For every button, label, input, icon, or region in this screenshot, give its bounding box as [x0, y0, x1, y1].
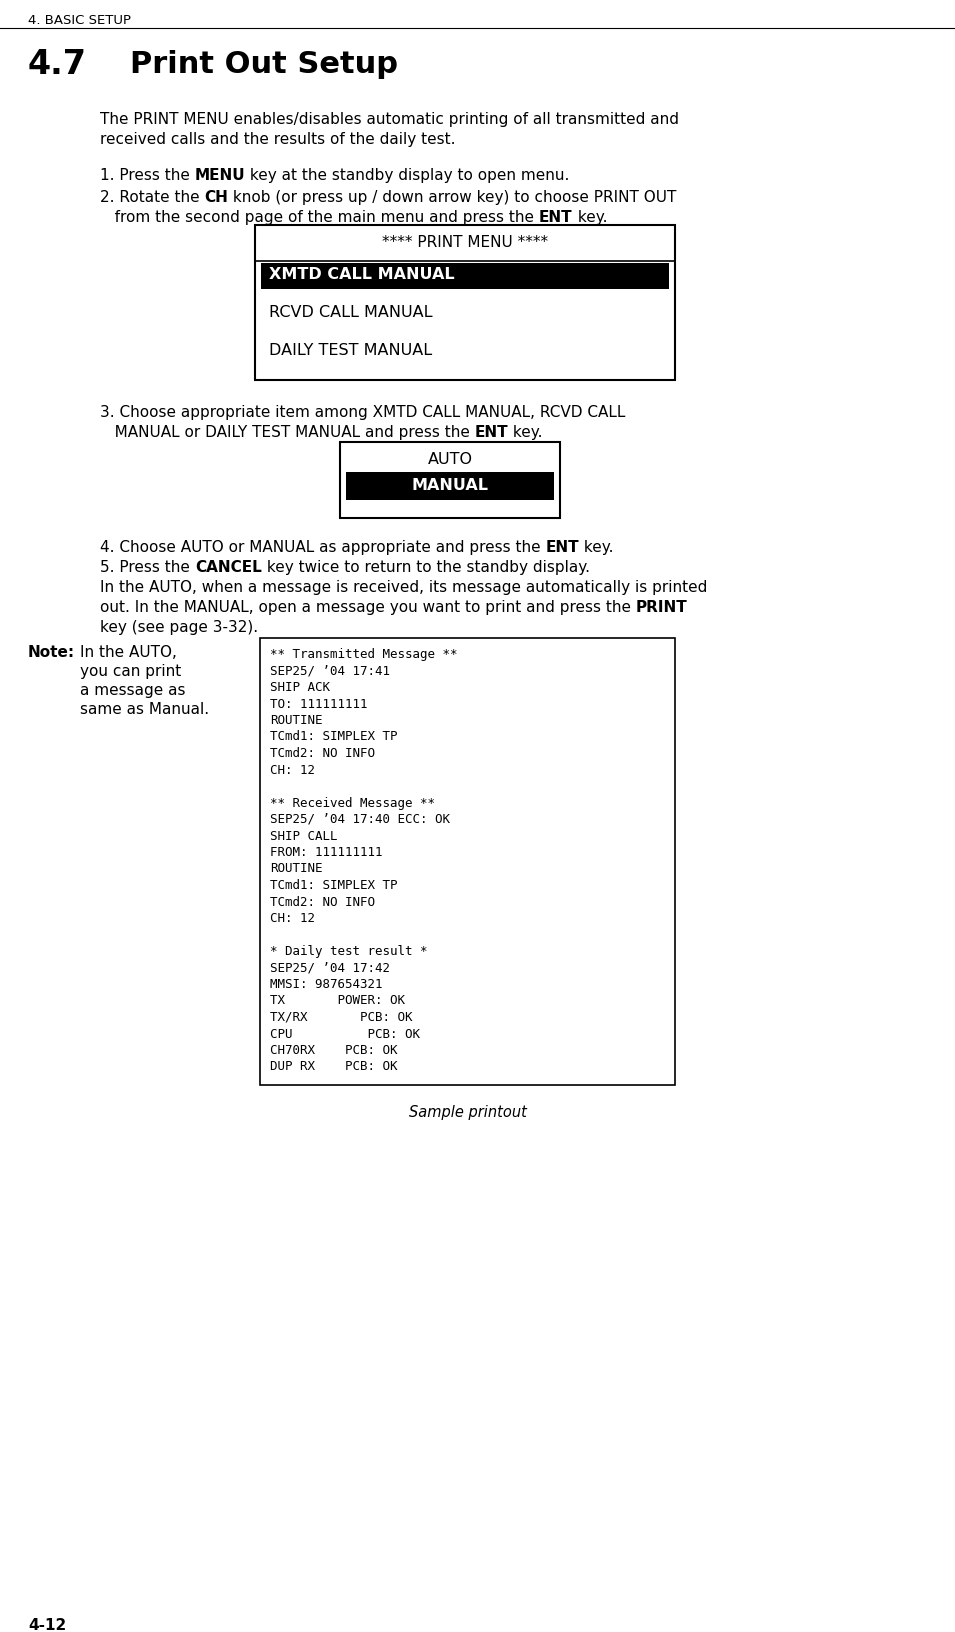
Bar — [340, 442, 560, 517]
Text: RCVD CALL MANUAL: RCVD CALL MANUAL — [269, 305, 433, 320]
Text: MMSI: 987654321: MMSI: 987654321 — [270, 978, 383, 991]
Text: CH: 12: CH: 12 — [270, 764, 315, 777]
Text: FROM: 111111111: FROM: 111111111 — [270, 845, 383, 858]
Text: ** Transmitted Message **: ** Transmitted Message ** — [270, 648, 457, 661]
Text: TCmd1: SIMPLEX TP: TCmd1: SIMPLEX TP — [270, 731, 397, 744]
Text: ROUTINE: ROUTINE — [270, 715, 323, 726]
Text: key (see page 3-32).: key (see page 3-32). — [100, 620, 258, 635]
Text: Print Out Setup: Print Out Setup — [130, 51, 398, 78]
Text: key at the standby display to open menu.: key at the standby display to open menu. — [245, 168, 570, 183]
Text: MENU: MENU — [195, 168, 245, 183]
Text: * Daily test result *: * Daily test result * — [270, 945, 428, 958]
Text: 5. Press the: 5. Press the — [100, 560, 195, 574]
Text: TCmd1: SIMPLEX TP: TCmd1: SIMPLEX TP — [270, 880, 397, 893]
Text: SEP25/ ’04 17:42: SEP25/ ’04 17:42 — [270, 961, 390, 974]
Text: TCmd2: NO INFO: TCmd2: NO INFO — [270, 747, 375, 761]
Text: key.: key. — [572, 211, 607, 225]
Text: The PRINT MENU enables/disables automatic printing of all transmitted and: The PRINT MENU enables/disables automati… — [100, 113, 679, 127]
Text: SEP25/ ’04 17:40 ECC: OK: SEP25/ ’04 17:40 ECC: OK — [270, 813, 450, 826]
Text: 3. Choose appropriate item among XMTD CALL MANUAL, RCVD CALL: 3. Choose appropriate item among XMTD CA… — [100, 405, 626, 419]
Text: AUTO: AUTO — [428, 452, 473, 467]
Text: TX/RX       PCB: OK: TX/RX PCB: OK — [270, 1010, 413, 1023]
Text: TCmd2: NO INFO: TCmd2: NO INFO — [270, 896, 375, 909]
Bar — [261, 263, 669, 289]
Text: 1. Press the: 1. Press the — [100, 168, 195, 183]
Text: CPU          PCB: OK: CPU PCB: OK — [270, 1028, 420, 1041]
Text: key twice to return to the standby display.: key twice to return to the standby displ… — [262, 560, 589, 574]
Text: In the AUTO, when a message is received, its message automatically is printed: In the AUTO, when a message is received,… — [100, 579, 708, 596]
Text: CH: CH — [204, 189, 228, 206]
Text: key.: key. — [579, 540, 614, 555]
Text: SHIP ACK: SHIP ACK — [270, 681, 330, 694]
Text: ENT: ENT — [475, 424, 508, 441]
Text: XMTD CALL MANUAL: XMTD CALL MANUAL — [269, 268, 455, 282]
Text: a message as: a message as — [80, 684, 185, 698]
Text: Sample printout: Sample printout — [409, 1105, 526, 1120]
Text: ROUTINE: ROUTINE — [270, 862, 323, 875]
Text: 4-12: 4-12 — [28, 1617, 66, 1632]
Text: CANCEL: CANCEL — [195, 560, 262, 574]
Text: DUP RX    PCB: OK: DUP RX PCB: OK — [270, 1061, 397, 1074]
Text: you can print: you can print — [80, 664, 181, 679]
Text: DAILY TEST MANUAL: DAILY TEST MANUAL — [269, 343, 432, 357]
Text: 4. BASIC SETUP: 4. BASIC SETUP — [28, 15, 131, 28]
Text: key.: key. — [508, 424, 542, 441]
Text: 4. Choose AUTO or MANUAL as appropriate and press the: 4. Choose AUTO or MANUAL as appropriate … — [100, 540, 545, 555]
Text: MANUAL: MANUAL — [412, 478, 489, 493]
Text: from the second page of the main menu and press the: from the second page of the main menu an… — [100, 211, 539, 225]
Bar — [260, 638, 675, 1085]
Text: Note:: Note: — [28, 645, 75, 659]
Text: In the AUTO,: In the AUTO, — [80, 645, 177, 659]
Text: SHIP CALL: SHIP CALL — [270, 829, 337, 842]
Text: out. In the MANUAL, open a message you want to print and press the: out. In the MANUAL, open a message you w… — [100, 601, 636, 615]
Text: TO: 111111111: TO: 111111111 — [270, 697, 368, 710]
Text: ENT: ENT — [545, 540, 579, 555]
Text: SEP25/ ’04 17:41: SEP25/ ’04 17:41 — [270, 664, 390, 677]
Text: ENT: ENT — [539, 211, 572, 225]
Text: 2. Rotate the: 2. Rotate the — [100, 189, 204, 206]
Text: ** Received Message **: ** Received Message ** — [270, 796, 435, 809]
Text: MANUAL or DAILY TEST MANUAL and press the: MANUAL or DAILY TEST MANUAL and press th… — [100, 424, 475, 441]
Bar — [346, 472, 554, 499]
Text: received calls and the results of the daily test.: received calls and the results of the da… — [100, 132, 456, 147]
Text: PRINT: PRINT — [636, 601, 688, 615]
Text: CH70RX    PCB: OK: CH70RX PCB: OK — [270, 1044, 397, 1058]
Text: CH: 12: CH: 12 — [270, 912, 315, 925]
Text: knob (or press up / down arrow key) to choose PRINT OUT: knob (or press up / down arrow key) to c… — [228, 189, 677, 206]
Text: same as Manual.: same as Manual. — [80, 702, 209, 716]
Bar — [255, 225, 675, 380]
Text: **** PRINT MENU ****: **** PRINT MENU **** — [382, 235, 548, 250]
Text: TX       POWER: OK: TX POWER: OK — [270, 994, 405, 1007]
Text: 4.7: 4.7 — [28, 47, 87, 82]
